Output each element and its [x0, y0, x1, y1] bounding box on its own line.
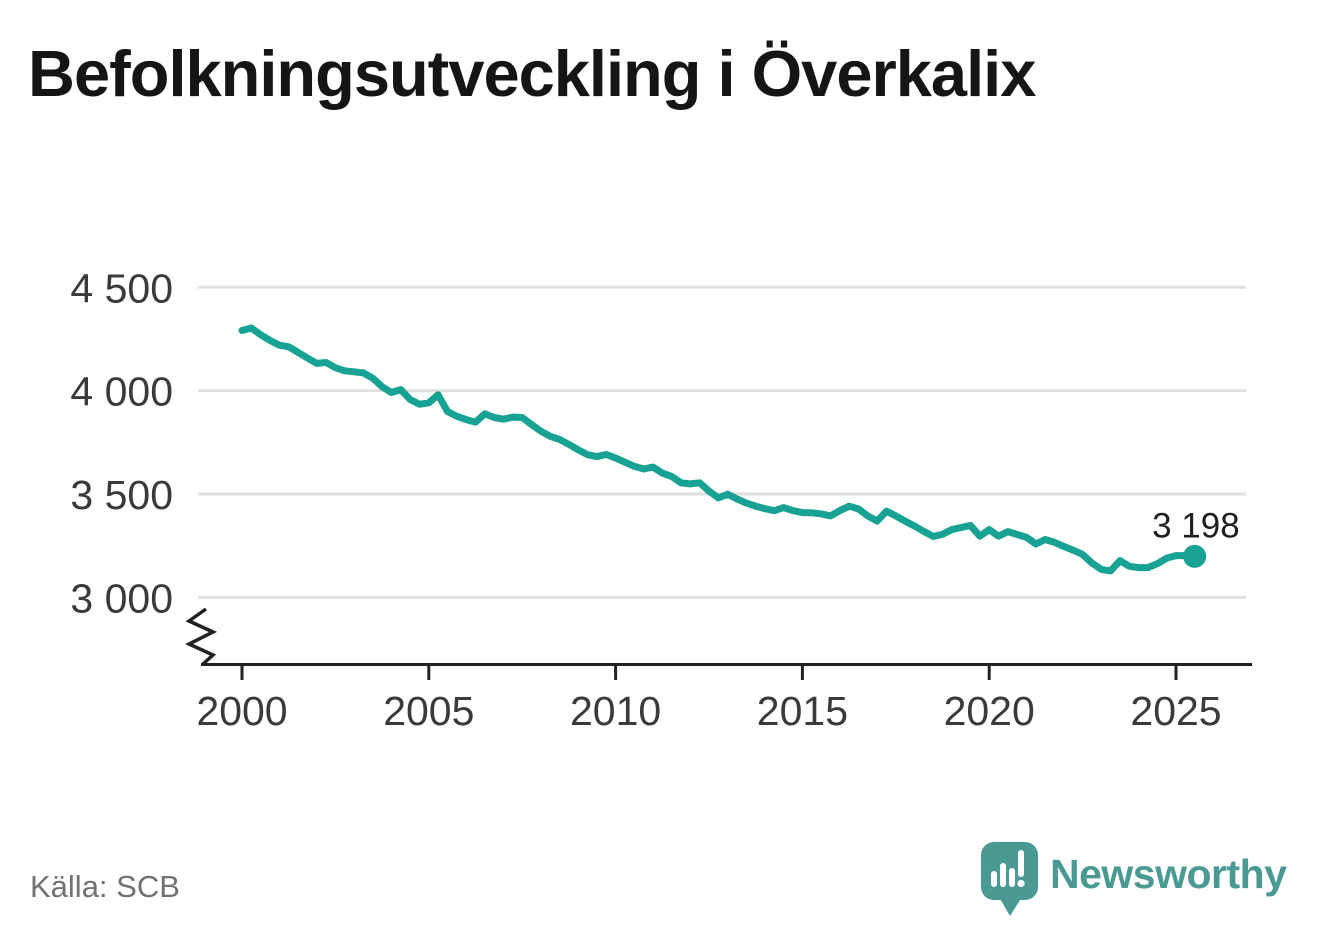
y-axis-label: 4 500 [70, 265, 173, 311]
newsworthy-logo-icon [981, 842, 1038, 916]
latest-value-label: 3 198 [1152, 506, 1240, 545]
x-axis-label: 2010 [570, 688, 661, 734]
newsworthy-wordmark: Newsworthy [1050, 851, 1287, 897]
x-axis-label: 2000 [196, 688, 287, 734]
y-axis-label: 3 500 [70, 472, 173, 518]
chart-title: Befolkningsutveckling i Överkalix [28, 37, 1036, 110]
x-axis-label: 2015 [757, 688, 848, 734]
latest-value-dot [1183, 544, 1207, 568]
source-label: Källa: SCB [30, 869, 180, 904]
axis-break-mark [184, 607, 218, 666]
x-axis-label: 2025 [1130, 688, 1221, 734]
x-axis-label: 2005 [383, 688, 474, 734]
newsworthy-logo: Newsworthy [980, 842, 1287, 918]
x-axis-label: 2020 [944, 688, 1035, 734]
population-line [238, 324, 1199, 575]
y-axis-label: 4 000 [70, 369, 173, 415]
y-axis-label: 3 000 [70, 575, 173, 621]
